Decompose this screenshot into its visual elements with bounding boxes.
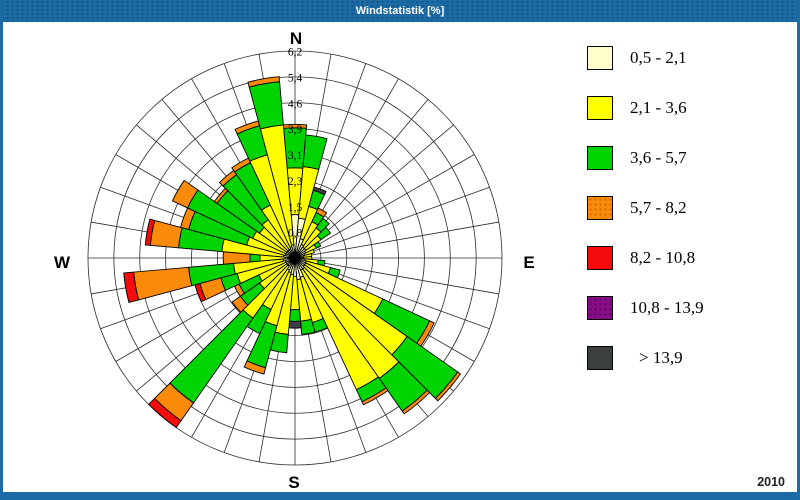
legend: 0,5 - 2,1 2,1 - 3,6 3,6 - 5,7 5,7 - 8,2 …	[587, 45, 704, 395]
legend-label: 5,7 - 8,2	[630, 197, 687, 217]
legend-label: 10,8 - 13,9	[630, 297, 704, 317]
wind-rose-segment	[315, 217, 330, 233]
year-label: 2010	[757, 475, 785, 489]
wind-rose-segment	[315, 207, 328, 218]
legend-swatch-3	[587, 195, 613, 220]
wind-rose-segment	[133, 266, 193, 301]
legend-label: 2,1 - 3,6	[630, 97, 687, 117]
wind-rose-segment	[231, 295, 249, 313]
legend-label: 8,2 - 10,8	[630, 247, 696, 267]
wind-rose-chart: 0,8 1,5 2,3 3,1 3,9 4,6 5,4 6,2N S W E	[54, 29, 535, 492]
legend-swatch-5	[587, 295, 613, 320]
rose-center-hub	[289, 252, 301, 264]
wind-rose-segment	[282, 124, 308, 129]
legend-item: 10,8 - 13,9	[587, 295, 704, 320]
legend-swatch-2	[587, 145, 613, 170]
compass-label-north: N	[290, 29, 302, 48]
wind-rose-segment	[123, 271, 140, 304]
wind-rose-segment	[288, 309, 302, 322]
ring-label: 5,4	[288, 72, 303, 84]
window-title: Windstatistik [%]	[355, 5, 445, 17]
legend-label: 3,6 - 5,7	[630, 147, 687, 167]
legend-label: > 13,9	[639, 347, 683, 367]
wind-rose-segment	[147, 397, 182, 429]
legend-item: 0,5 - 2,1	[587, 45, 704, 70]
wind-rose-segment	[149, 219, 183, 249]
legend-swatch-4	[587, 245, 613, 270]
wind-rose-segment	[302, 134, 328, 170]
legend-item: > 13,9	[587, 345, 704, 370]
legend-item: 5,7 - 8,2	[587, 195, 704, 220]
legend-label: 0,5 - 2,1	[630, 47, 687, 67]
wind-rose-sectors	[123, 76, 462, 429]
wind-rose-segment	[144, 218, 156, 246]
wind-rose-segment	[316, 226, 332, 241]
title-bar: Windstatistik [%]	[3, 0, 797, 22]
legend-swatch-6	[587, 345, 613, 370]
legend-item: 3,6 - 5,7	[587, 145, 704, 170]
ring-label: 2,3	[288, 176, 303, 188]
wind-rose-segment	[288, 320, 302, 329]
ring-label: 3,9	[288, 124, 303, 136]
wind-rose-segment	[401, 389, 431, 415]
bottom-bar	[3, 492, 797, 500]
wind-rose-segment	[247, 76, 281, 88]
wind-rose-segment	[312, 186, 327, 196]
compass-label-west: W	[54, 253, 71, 272]
legend-swatch-1	[587, 95, 613, 120]
wind-rose-segment	[171, 179, 199, 209]
ring-label: 0,8	[288, 228, 303, 240]
wind-rose-segment	[303, 248, 315, 256]
legend-item: 2,1 - 3,6	[587, 95, 704, 120]
wind-rose-segment	[313, 241, 322, 249]
wind-rose-segment	[243, 360, 267, 375]
compass-label-south: S	[288, 473, 299, 492]
ring-label: 4,6	[288, 98, 303, 110]
legend-swatch-0	[587, 45, 613, 70]
ring-label: 3,1	[288, 150, 303, 162]
legend-item: 8,2 - 10,8	[587, 245, 704, 270]
ring-label: 6,2	[288, 47, 303, 59]
compass-label-east: E	[523, 253, 534, 272]
wind-rose-segment	[361, 387, 389, 406]
ring-label: 1,5	[288, 202, 303, 214]
wind-rose-segment	[300, 318, 316, 335]
ring-labels: 0,8 1,5 2,3 3,1 3,9 4,6 5,4 6,2	[288, 47, 303, 240]
wind-rose-segment	[434, 371, 462, 402]
